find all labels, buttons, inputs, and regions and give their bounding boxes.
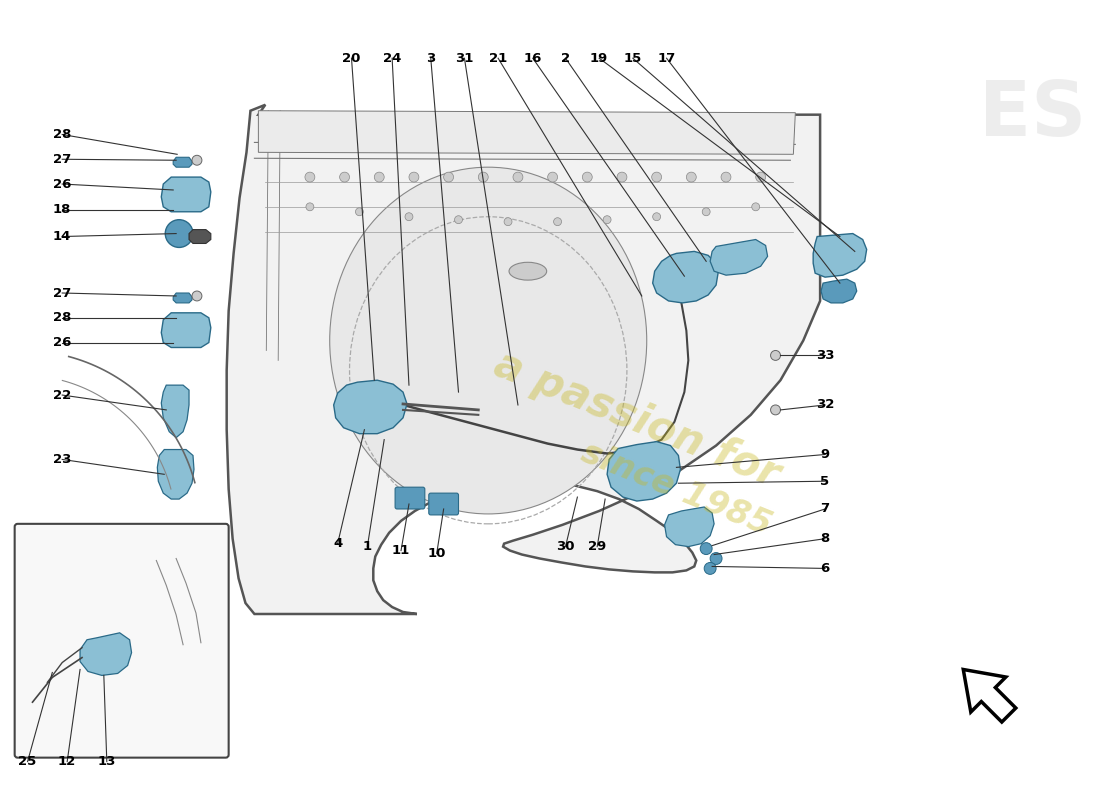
Ellipse shape (330, 167, 647, 514)
Circle shape (513, 172, 522, 182)
Text: 9: 9 (821, 448, 829, 461)
Text: 31: 31 (455, 52, 474, 65)
Circle shape (686, 172, 696, 182)
Circle shape (603, 216, 612, 224)
Text: 7: 7 (821, 502, 829, 515)
Circle shape (701, 542, 712, 554)
Text: 27: 27 (53, 153, 72, 166)
Circle shape (409, 172, 419, 182)
Circle shape (553, 218, 561, 226)
Circle shape (192, 291, 202, 301)
Text: 11: 11 (392, 544, 410, 557)
Polygon shape (711, 239, 768, 275)
Polygon shape (813, 234, 867, 277)
Circle shape (702, 208, 711, 216)
Text: 23: 23 (53, 453, 72, 466)
Text: 29: 29 (588, 540, 606, 553)
Text: since 1985: since 1985 (576, 436, 777, 542)
Circle shape (478, 172, 488, 182)
FancyBboxPatch shape (14, 524, 229, 758)
Circle shape (771, 350, 781, 360)
Text: 26: 26 (53, 336, 72, 349)
Text: 28: 28 (53, 128, 72, 141)
FancyBboxPatch shape (429, 493, 459, 515)
Circle shape (652, 213, 661, 221)
Text: 33: 33 (816, 349, 834, 362)
Polygon shape (80, 633, 132, 675)
Text: 28: 28 (53, 311, 72, 324)
Circle shape (165, 220, 192, 247)
Circle shape (651, 172, 661, 182)
Text: 16: 16 (524, 52, 542, 65)
Circle shape (756, 172, 766, 182)
Text: 22: 22 (53, 389, 72, 402)
Text: 13: 13 (98, 755, 116, 768)
Text: 17: 17 (658, 52, 675, 65)
Circle shape (751, 203, 760, 210)
Circle shape (305, 172, 315, 182)
Polygon shape (189, 230, 211, 243)
Polygon shape (162, 177, 211, 212)
FancyBboxPatch shape (395, 487, 425, 509)
Polygon shape (964, 670, 1015, 722)
Circle shape (374, 172, 384, 182)
Text: 10: 10 (428, 547, 446, 560)
Text: 18: 18 (53, 203, 72, 216)
Polygon shape (821, 279, 857, 303)
Polygon shape (664, 507, 714, 546)
Polygon shape (162, 313, 211, 347)
Circle shape (306, 203, 313, 210)
Text: 5: 5 (821, 474, 829, 488)
Circle shape (548, 172, 558, 182)
Polygon shape (258, 110, 795, 154)
Circle shape (504, 218, 512, 226)
Circle shape (340, 172, 350, 182)
Text: 21: 21 (490, 52, 507, 65)
Text: 32: 32 (816, 398, 834, 411)
Polygon shape (227, 105, 821, 614)
Circle shape (405, 213, 412, 221)
Circle shape (443, 172, 453, 182)
Circle shape (711, 553, 722, 565)
Text: 6: 6 (821, 562, 829, 575)
Text: 15: 15 (624, 52, 642, 65)
Text: 4: 4 (333, 537, 342, 550)
Circle shape (192, 155, 202, 166)
Circle shape (355, 208, 363, 216)
Text: 8: 8 (821, 532, 829, 545)
Text: 14: 14 (53, 230, 72, 243)
Polygon shape (173, 293, 192, 303)
Text: 25: 25 (19, 755, 36, 768)
Ellipse shape (509, 262, 547, 280)
Text: 2: 2 (561, 52, 570, 65)
Polygon shape (652, 251, 718, 303)
Text: 3: 3 (426, 52, 436, 65)
Circle shape (582, 172, 592, 182)
Circle shape (454, 216, 462, 224)
Text: 1: 1 (363, 540, 372, 553)
Text: a passion for: a passion for (488, 343, 785, 496)
Text: 24: 24 (383, 52, 402, 65)
Text: 27: 27 (53, 286, 72, 299)
Polygon shape (173, 158, 192, 167)
Text: 19: 19 (590, 52, 608, 65)
Polygon shape (333, 380, 407, 434)
Text: 20: 20 (342, 52, 361, 65)
Polygon shape (607, 442, 681, 501)
Text: 30: 30 (557, 540, 574, 553)
Circle shape (617, 172, 627, 182)
Polygon shape (157, 450, 194, 499)
Circle shape (704, 562, 716, 574)
Text: ES: ES (979, 78, 1087, 152)
Text: 26: 26 (53, 178, 72, 190)
Circle shape (720, 172, 730, 182)
Text: 12: 12 (58, 755, 76, 768)
Circle shape (771, 405, 781, 415)
Polygon shape (162, 385, 189, 438)
